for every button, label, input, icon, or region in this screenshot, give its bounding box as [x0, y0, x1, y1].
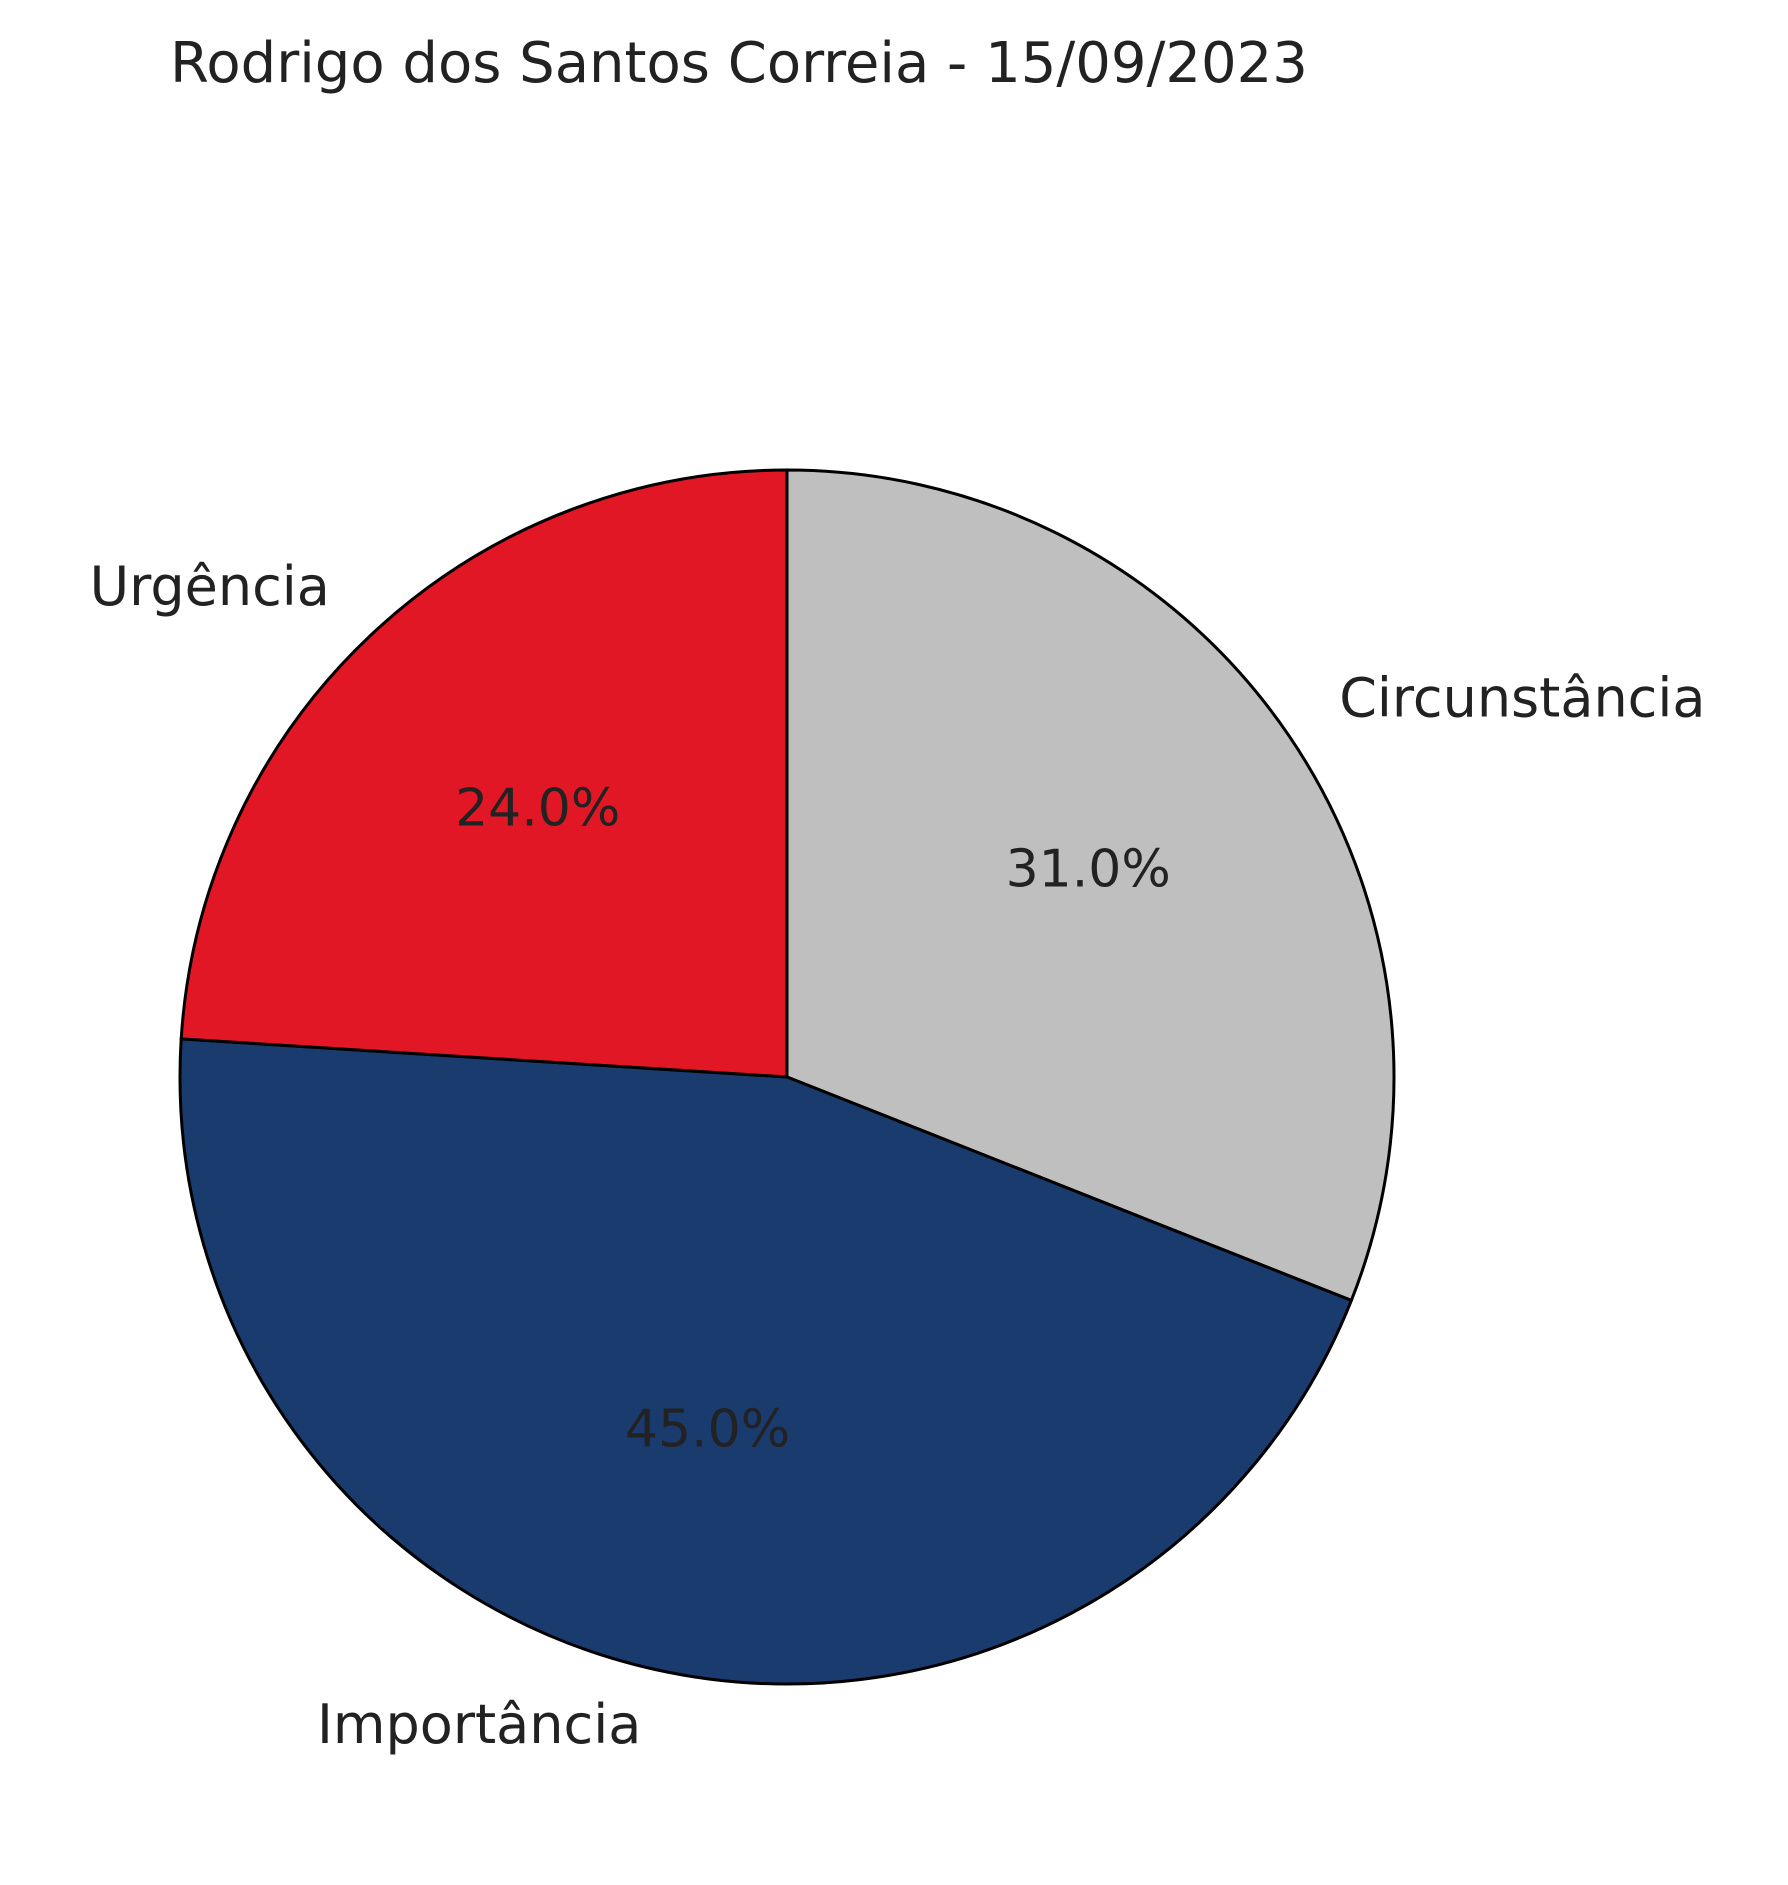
slice-category-label: Importância	[317, 1693, 641, 1756]
slice-category-label: Urgência	[90, 555, 330, 618]
pie-slice-circunstancia	[785, 468, 1396, 1302]
pie-slice-importancia	[178, 1037, 1353, 1686]
slice-value-label: 45.0%	[625, 1399, 790, 1459]
pie-slices	[178, 468, 1396, 1686]
chart-title: Rodrigo dos Santos Correia - 15/09/2023	[170, 31, 1308, 96]
slice-value-label: 24.0%	[455, 779, 620, 839]
pie-slice-urgencia	[179, 468, 789, 1079]
pie-labels: 31.0% Circunstância 45.0% Importância 24.0% U…	[90, 555, 1706, 1756]
slice-value-label: 31.0%	[1006, 839, 1171, 899]
slice-category-label: Circunstância	[1339, 666, 1705, 729]
